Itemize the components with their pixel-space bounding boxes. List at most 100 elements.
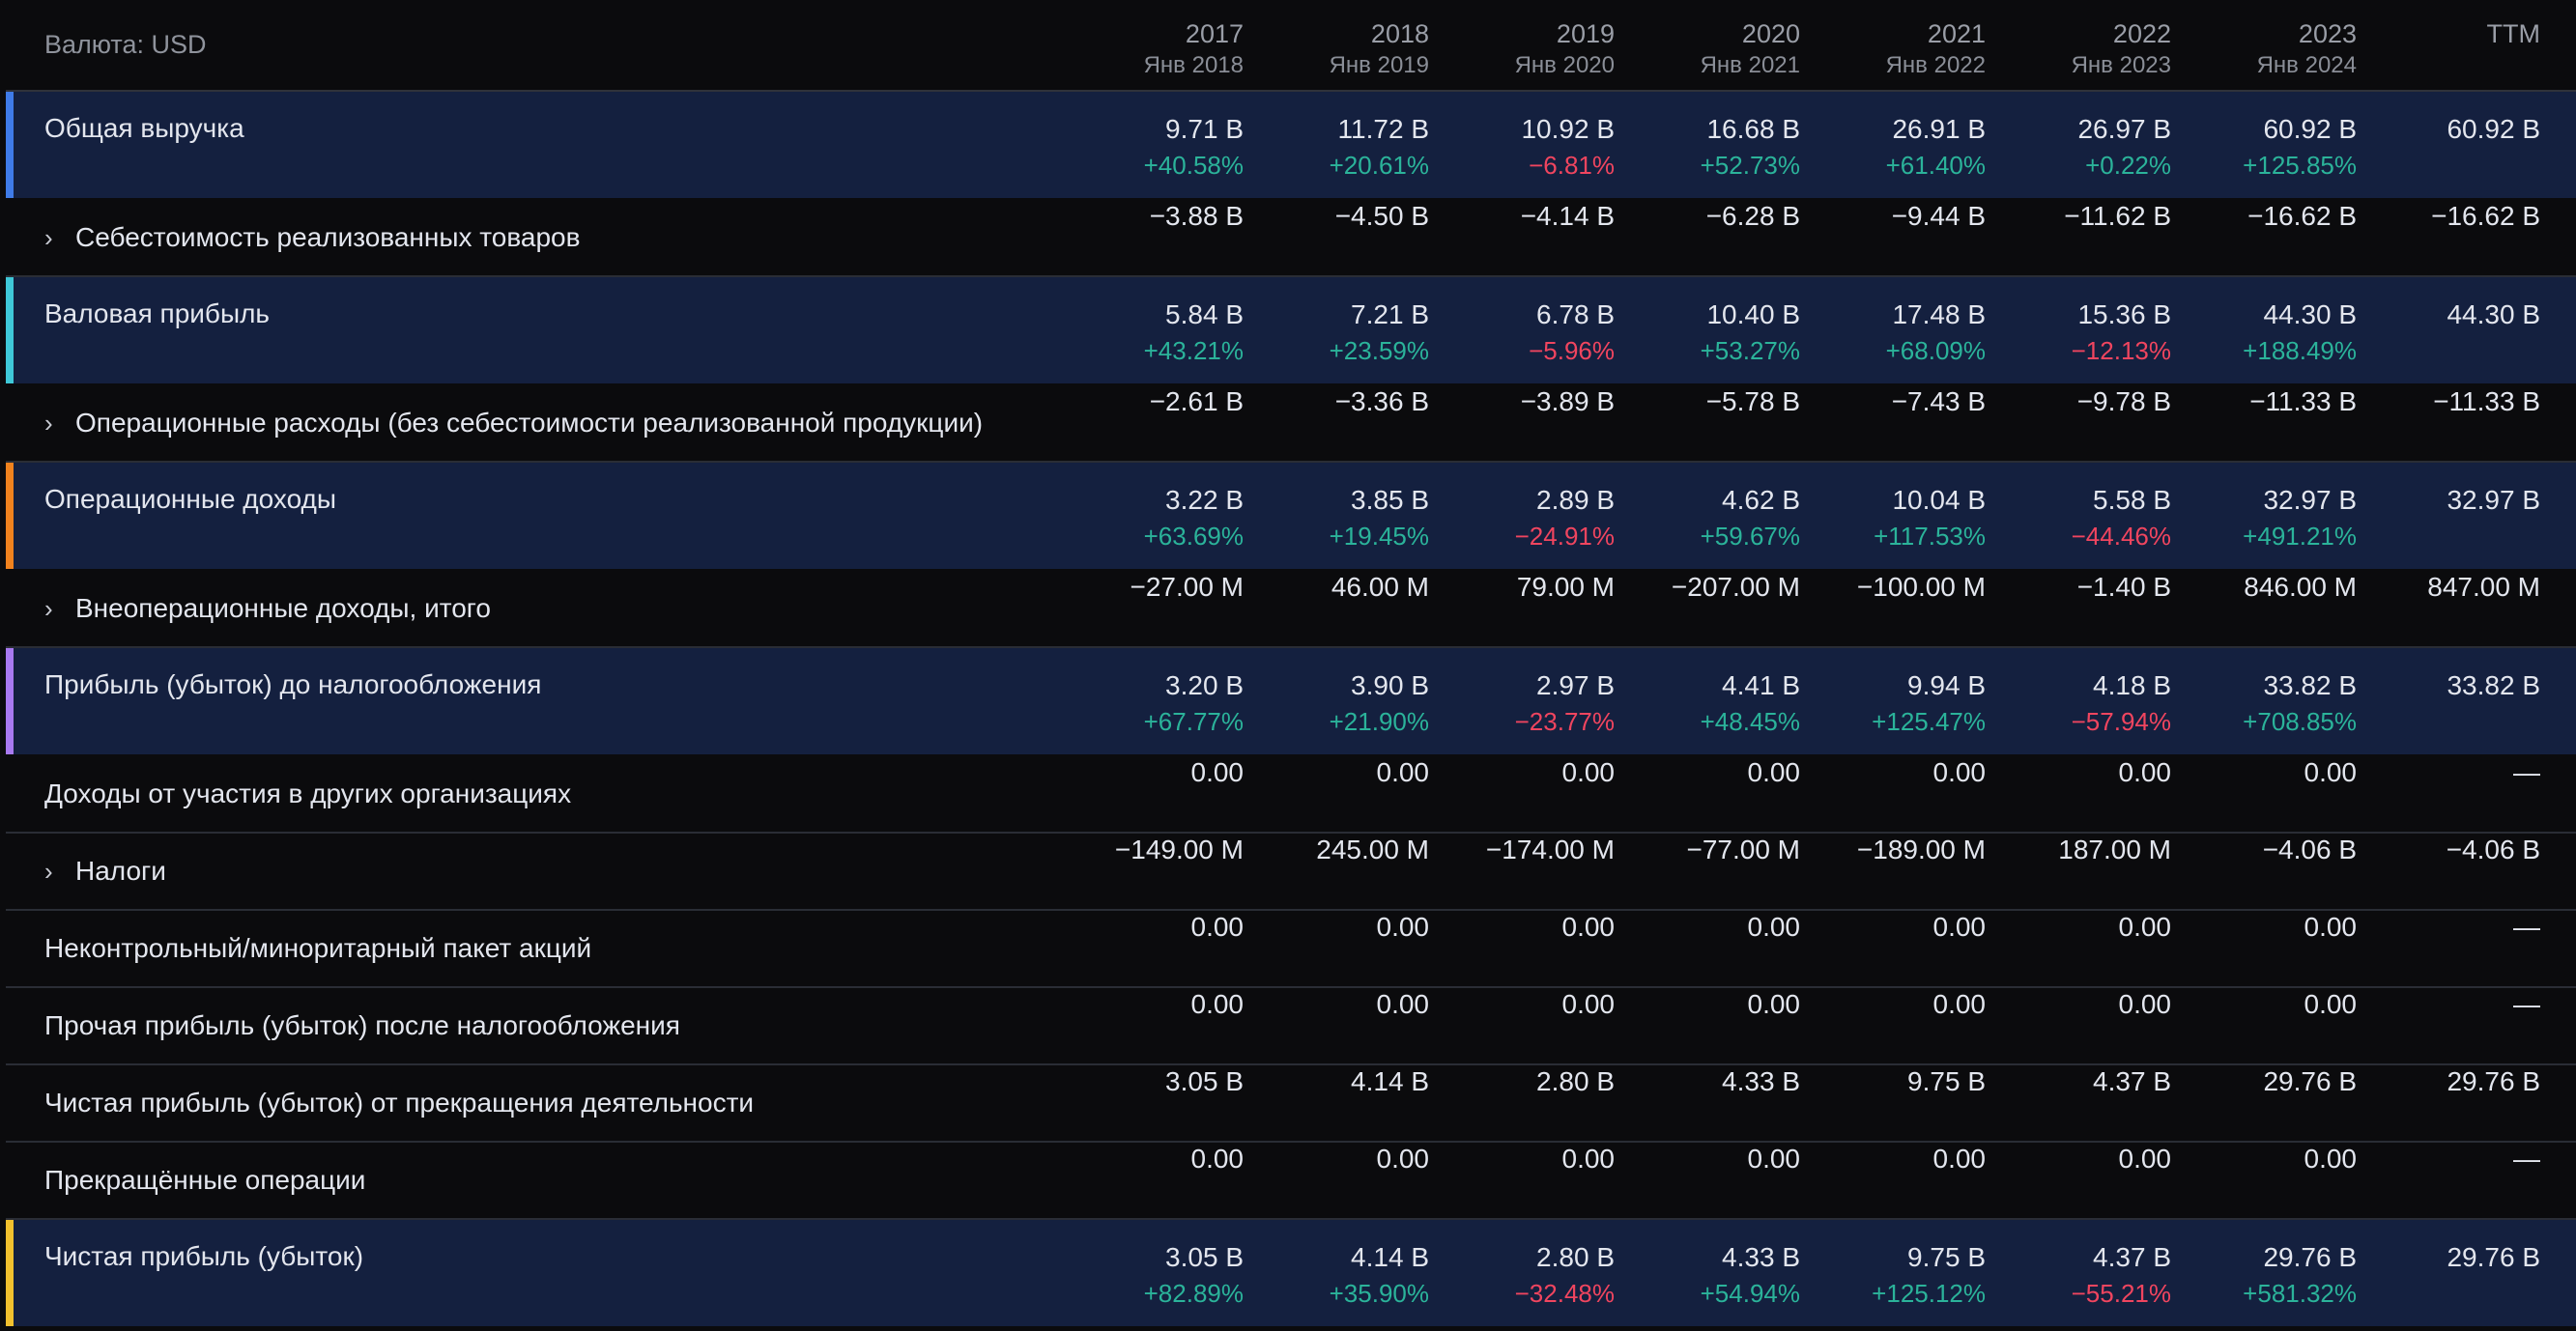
cell-value: 10.40 B <box>1706 299 1800 329</box>
cell-value: 0.00 <box>2304 912 2358 942</box>
table-row[interactable]: › Налоги −149.00 M 245.00 M −174.00 M −77.00 … <box>6 834 2576 911</box>
column-period: Янв 2019 <box>1329 52 1429 78</box>
value-cell: −27.00 M <box>1058 571 1244 604</box>
value-cell: 0.00 <box>1986 988 2172 1021</box>
column-header-2021[interactable]: 2021 Янв 2022 <box>1800 0 1986 81</box>
cell-change-percent: +23.59% <box>1329 336 1429 365</box>
table-header: Валюта: USD 2017 Янв 2018 2018 Янв 2019 … <box>6 0 2576 92</box>
table-row: Прекращённые операции 0.00 0.00 0.00 0.00 0.0… <box>6 1143 2576 1220</box>
column-header-2017[interactable]: 2017 Янв 2018 <box>1058 0 1244 81</box>
cell-change-percent: +125.12% <box>1872 1279 1986 1308</box>
value-cell: 0.00 <box>1615 988 1801 1021</box>
value-cell: 26.97 B +0.22% <box>1986 92 2171 184</box>
column-year: TTM <box>2486 19 2540 48</box>
value-cell: 3.90 B +21.90% <box>1244 648 1429 741</box>
column-header-2020[interactable]: 2020 Янв 2021 <box>1615 0 1800 81</box>
cell-change-percent: +0.22% <box>2085 151 2171 180</box>
value-cell: 2.97 B −23.77% <box>1429 648 1615 741</box>
table-row[interactable]: › Себестоимость реализованных товаров −3.8… <box>6 200 2576 277</box>
value-cell: −77.00 M <box>1615 834 1800 866</box>
column-year: 2018 <box>1370 19 1429 48</box>
row-label: Налоги <box>75 856 166 886</box>
row-label-cell[interactable]: › Операционные расходы (без себестоимости… <box>6 385 1058 461</box>
cell-value: 4.62 B <box>1722 485 1800 515</box>
row-label: Операционные расходы (без себестоимости … <box>75 408 984 438</box>
chevron-right-icon[interactable]: › <box>44 408 53 438</box>
value-cell: 33.82 B <box>2357 648 2540 702</box>
value-cell: 0.00 <box>1615 911 1801 944</box>
chevron-right-icon[interactable]: › <box>44 222 53 252</box>
column-period: Янв 2021 <box>1700 52 1800 78</box>
value-cell: 11.72 B +20.61% <box>1244 92 1429 184</box>
chevron-right-icon[interactable]: › <box>44 856 53 886</box>
value-cell: 46.00 M <box>1244 571 1429 604</box>
value-cell: −5.78 B <box>1615 385 1800 418</box>
row-label: Внеоперационные доходы, итого <box>75 593 491 623</box>
cell-change-percent: −44.46% <box>2071 522 2171 551</box>
cell-change-percent: +19.45% <box>1329 522 1429 551</box>
cell-value: −3.36 B <box>1334 386 1429 416</box>
cell-value: 15.36 B <box>2077 299 2171 329</box>
value-cell: 0.00 <box>1429 756 1616 789</box>
row-label-cell: Общая выручка <box>6 92 1058 144</box>
cell-value: 3.90 B <box>1351 670 1429 700</box>
cell-value: 7.21 B <box>1351 299 1429 329</box>
column-header-ttm[interactable]: TTM <box>2357 0 2540 50</box>
cell-change-percent: −32.48% <box>1514 1279 1615 1308</box>
value-cell: 5.84 B +43.21% <box>1058 277 1244 370</box>
row-label-cell: Прекращённые операции <box>6 1143 1058 1218</box>
row-label: Неконтрольный/миноритарный пакет акций <box>44 933 592 963</box>
cell-value: 9.75 B <box>1907 1242 1986 1272</box>
column-header-2022[interactable]: 2022 Янв 2023 <box>1986 0 2171 81</box>
column-period: Янв 2018 <box>1143 52 1244 78</box>
cell-value: — <box>2513 912 2540 942</box>
column-header-2023[interactable]: 2023 Янв 2024 <box>2171 0 2357 81</box>
value-cell: 0.00 <box>1986 1143 2172 1175</box>
value-cell: 9.71 B +40.58% <box>1058 92 1244 184</box>
cell-value: 4.14 B <box>1351 1242 1429 1272</box>
cell-change-percent: +68.09% <box>1885 336 1986 365</box>
value-cell: 0.00 <box>1058 988 1245 1021</box>
cell-change-percent: +52.73% <box>1700 151 1800 180</box>
value-cell: 0.00 <box>2171 1143 2358 1175</box>
cell-value: 0.00 <box>1561 1144 1616 1174</box>
row-label-cell[interactable]: › Налоги <box>6 834 1058 909</box>
cell-change-percent: −24.91% <box>1514 522 1615 551</box>
row-label-cell[interactable]: › Внеоперационные доходы, итого <box>6 571 1058 646</box>
chevron-right-icon[interactable]: › <box>44 593 53 623</box>
value-cell: — <box>2357 1143 2540 1175</box>
cell-value: 44.30 B <box>2263 299 2357 329</box>
column-header-2019[interactable]: 2019 Янв 2020 <box>1429 0 1615 81</box>
cell-value: 29.76 B <box>2447 1066 2540 1096</box>
value-cell: 0.00 <box>1244 911 1430 944</box>
cell-value: 0.00 <box>2304 989 2358 1019</box>
cell-value: 0.00 <box>1561 989 1616 1019</box>
value-cell: −1.40 B <box>1986 571 2171 604</box>
cell-change-percent: +43.21% <box>1143 336 1244 365</box>
cell-value: 0.00 <box>1376 1144 1430 1174</box>
value-cell: 0.00 <box>1615 1143 1801 1175</box>
cell-value: −3.89 B <box>1520 386 1615 416</box>
value-cell: 9.94 B +125.47% <box>1800 648 1986 741</box>
value-cell: 4.37 B <box>1986 1065 2171 1098</box>
row-label-cell[interactable]: › Себестоимость реализованных товаров <box>6 200 1058 275</box>
cell-value: 0.00 <box>2118 757 2172 787</box>
value-cell: 0.00 <box>1244 1143 1430 1175</box>
cell-value: −6.28 B <box>1705 201 1800 231</box>
column-year: 2019 <box>1556 19 1615 48</box>
cell-value: −174.00 M <box>1485 835 1615 864</box>
cell-value: 0.00 <box>1932 912 1987 942</box>
table-row[interactable]: › Внеоперационные доходы, итого −27.00 M 46… <box>6 571 2576 648</box>
value-cell: 44.30 B <box>2357 277 2540 331</box>
cell-value: 2.80 B <box>1536 1242 1615 1272</box>
summary-row: Операционные доходы 3.22 B +63.69% 3.85 B +1… <box>6 463 2576 571</box>
column-header-2018[interactable]: 2018 Янв 2019 <box>1244 0 1429 81</box>
cell-value: 0.00 <box>2118 989 2172 1019</box>
value-cell: −16.62 B <box>2171 200 2357 233</box>
cell-value: 0.00 <box>1932 757 1987 787</box>
value-cell: 0.00 <box>1244 988 1430 1021</box>
row-label: Прибыль (убыток) до налогообложения <box>44 669 542 699</box>
cell-value: 32.97 B <box>2447 485 2540 515</box>
cell-value: −16.62 B <box>2247 201 2357 231</box>
table-row[interactable]: › Операционные расходы (без себестоимости… <box>6 385 2576 463</box>
